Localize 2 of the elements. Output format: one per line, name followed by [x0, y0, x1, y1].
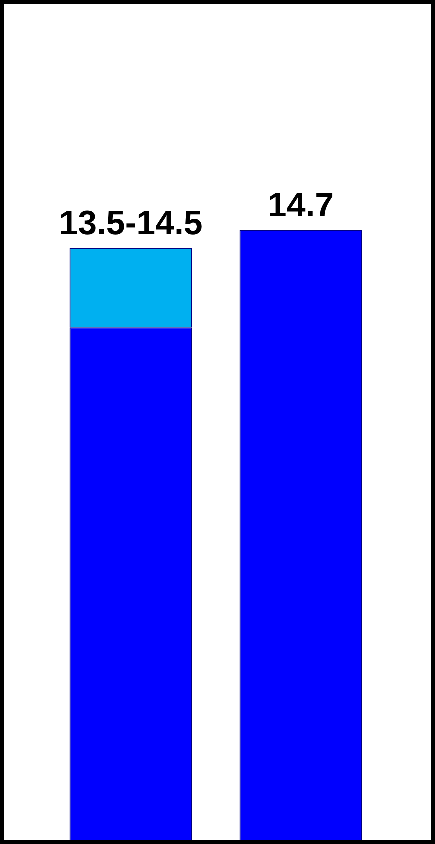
- text: 14.7: [268, 186, 334, 224]
- text: 13.5-14.5: [59, 204, 203, 243]
